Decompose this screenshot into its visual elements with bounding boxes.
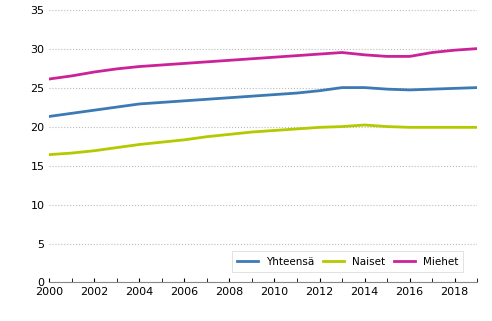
Naiset xyxy=(294,127,300,131)
Yhteensä xyxy=(316,89,322,93)
Miehet xyxy=(204,60,210,64)
Miehet xyxy=(182,62,187,65)
Naiset xyxy=(182,138,187,142)
Naiset xyxy=(226,133,232,136)
Miehet xyxy=(249,57,255,61)
Miehet xyxy=(339,51,345,55)
Yhteensä xyxy=(407,88,413,92)
Miehet xyxy=(407,55,413,58)
Naiset xyxy=(204,135,210,139)
Naiset xyxy=(92,149,97,153)
Legend: Yhteensä, Naiset, Miehet: Yhteensä, Naiset, Miehet xyxy=(232,251,463,272)
Miehet xyxy=(69,74,75,78)
Miehet xyxy=(226,58,232,62)
Yhteensä xyxy=(429,87,435,91)
Naiset xyxy=(474,126,480,129)
Naiset xyxy=(429,126,435,129)
Naiset xyxy=(316,126,322,129)
Naiset xyxy=(159,140,165,144)
Yhteensä xyxy=(339,86,345,90)
Line: Miehet: Miehet xyxy=(49,48,477,79)
Yhteensä xyxy=(69,111,75,115)
Naiset xyxy=(69,151,75,155)
Miehet xyxy=(46,77,52,81)
Yhteensä xyxy=(226,96,232,100)
Naiset xyxy=(114,146,120,150)
Yhteensä xyxy=(362,86,368,90)
Miehet xyxy=(92,70,97,74)
Miehet xyxy=(316,52,322,56)
Yhteensä xyxy=(46,115,52,118)
Naiset xyxy=(339,125,345,128)
Line: Naiset: Naiset xyxy=(49,125,477,155)
Yhteensä xyxy=(452,86,458,90)
Yhteensä xyxy=(114,105,120,109)
Miehet xyxy=(294,54,300,57)
Naiset xyxy=(384,125,390,128)
Yhteensä xyxy=(92,108,97,112)
Yhteensä xyxy=(294,91,300,95)
Naiset xyxy=(407,126,413,129)
Yhteensä xyxy=(159,100,165,104)
Yhteensä xyxy=(182,99,187,103)
Yhteensä xyxy=(474,86,480,90)
Miehet xyxy=(362,53,368,57)
Line: Yhteensä: Yhteensä xyxy=(49,88,477,117)
Miehet xyxy=(272,55,277,59)
Miehet xyxy=(114,67,120,71)
Miehet xyxy=(452,48,458,52)
Miehet xyxy=(136,65,142,68)
Miehet xyxy=(159,63,165,67)
Yhteensä xyxy=(204,97,210,101)
Yhteensä xyxy=(249,94,255,98)
Naiset xyxy=(46,153,52,157)
Naiset xyxy=(272,128,277,132)
Yhteensä xyxy=(272,93,277,97)
Naiset xyxy=(249,130,255,134)
Miehet xyxy=(429,51,435,55)
Naiset xyxy=(136,143,142,146)
Naiset xyxy=(362,123,368,127)
Yhteensä xyxy=(136,102,142,106)
Miehet xyxy=(474,47,480,50)
Naiset xyxy=(452,126,458,129)
Yhteensä xyxy=(384,87,390,91)
Miehet xyxy=(384,55,390,58)
